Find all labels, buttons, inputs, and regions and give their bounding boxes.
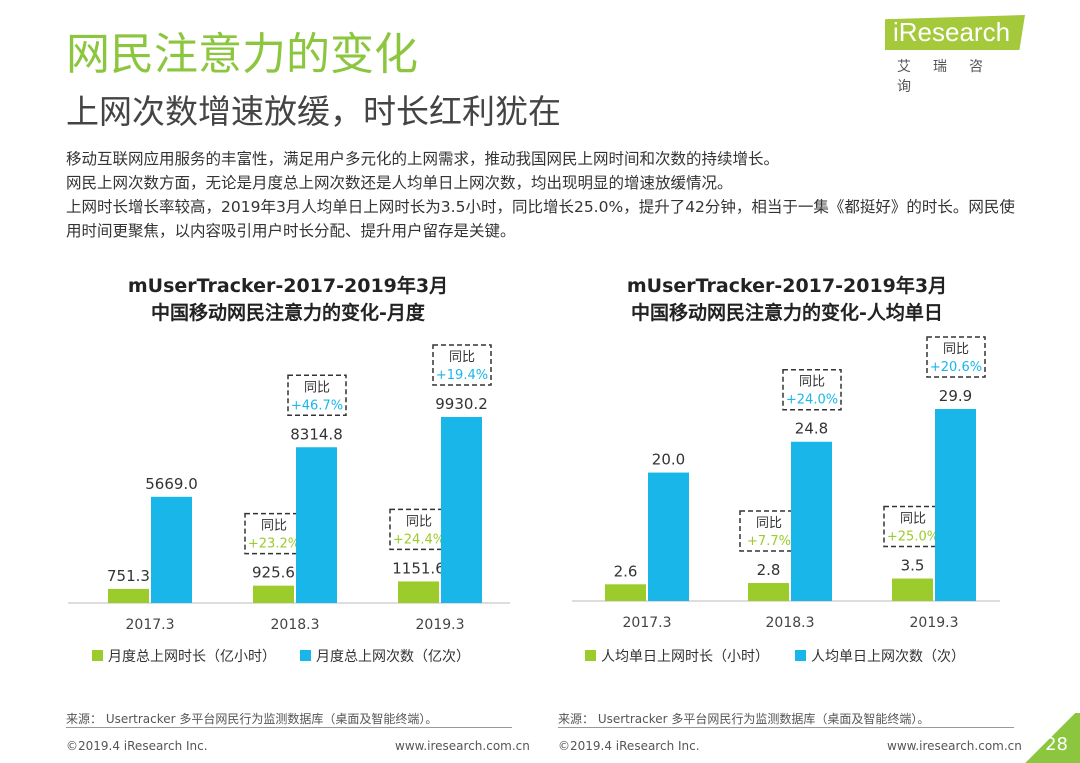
yoy-box bbox=[782, 368, 842, 411]
legend-swatch bbox=[92, 650, 103, 661]
yoy-box bbox=[883, 505, 943, 548]
x-tick-label: 2019.3 bbox=[910, 615, 959, 631]
yoy-label: 同比 bbox=[304, 380, 330, 395]
bar bbox=[296, 447, 337, 603]
data-label: 29.9 bbox=[939, 387, 972, 405]
data-label: 20.0 bbox=[652, 451, 685, 469]
logo-text: iResearch bbox=[885, 15, 1025, 50]
yoy-box bbox=[926, 336, 986, 378]
website-left: www.iresearch.com.cn bbox=[395, 739, 530, 753]
yoy-value: +23.2% bbox=[248, 537, 300, 552]
bar bbox=[441, 417, 482, 603]
yoy-box bbox=[739, 510, 799, 552]
data-label: 751.3 bbox=[107, 567, 150, 585]
yoy-value: +25.0% bbox=[887, 530, 939, 545]
bar bbox=[253, 585, 294, 603]
legend-swatch bbox=[795, 650, 806, 661]
data-label: 5669.0 bbox=[145, 475, 198, 493]
bar bbox=[648, 472, 689, 601]
page-subtitle: 上网次数增速放缓，时长红利犹在 bbox=[66, 92, 561, 131]
copyright-left: ©2019.4 iResearch Inc. bbox=[66, 739, 208, 753]
bar bbox=[151, 496, 192, 603]
website-right: www.iresearch.com.cn bbox=[887, 739, 1022, 753]
data-label: 2.6 bbox=[614, 562, 638, 580]
yoy-box bbox=[287, 374, 347, 417]
paragraph: 上网时长增长率较高，2019年3月人均单日上网时长为3.5小时，同比增长25.0… bbox=[66, 198, 1015, 240]
yoy-label: 同比 bbox=[900, 512, 926, 527]
page-number: 28 bbox=[1045, 734, 1068, 755]
bar bbox=[892, 578, 933, 601]
iresearch-logo: iResearch 艾瑞咨询 bbox=[885, 15, 1025, 96]
page-corner bbox=[1020, 713, 1080, 763]
yoy-value: +24.0% bbox=[786, 393, 838, 408]
x-tick-label: 2017.3 bbox=[126, 617, 175, 633]
bar bbox=[605, 584, 646, 601]
yoy-box bbox=[244, 512, 304, 555]
yoy-value: +19.4% bbox=[436, 368, 488, 383]
data-label: 925.6 bbox=[252, 564, 295, 582]
body-text: 移动互联网应用服务的丰富性，满足用户多元化的上网需求，推动我国网民上网时间和次数… bbox=[66, 147, 1026, 243]
yoy-label: 同比 bbox=[943, 342, 969, 357]
legend-swatch bbox=[585, 650, 596, 661]
yoy-label: 同比 bbox=[756, 516, 782, 531]
legend-label: 人均单日上网次数（次） bbox=[811, 649, 965, 665]
chart-title-line: 中国移动网民注意力的变化-月度 bbox=[151, 302, 425, 324]
yoy-value: +46.7% bbox=[291, 398, 343, 413]
x-tick-label: 2018.3 bbox=[271, 617, 320, 633]
bar bbox=[935, 409, 976, 601]
bar bbox=[398, 581, 439, 603]
logo-cn: 艾瑞咨询 bbox=[897, 59, 1005, 95]
yoy-label: 同比 bbox=[799, 375, 825, 390]
data-label: 24.8 bbox=[795, 420, 828, 438]
legend-label: 人均单日上网时长（小时） bbox=[601, 649, 769, 665]
yoy-label: 同比 bbox=[261, 519, 287, 534]
x-tick-label: 2019.3 bbox=[416, 617, 465, 633]
bar bbox=[108, 588, 149, 603]
source-right: 来源： Usertracker 多平台网民行为监测数据库（桌面及智能终端）。 bbox=[558, 712, 930, 726]
divider bbox=[66, 727, 512, 728]
x-tick-label: 2017.3 bbox=[623, 615, 672, 631]
chart-title-line: 中国移动网民注意力的变化-人均单日 bbox=[631, 302, 943, 324]
legend-label: 月度总上网时长（亿小时） bbox=[108, 649, 276, 665]
chart-title-line: mUserTracker-2017-2019年3月 bbox=[127, 275, 449, 297]
page-title: 网民注意力的变化 bbox=[66, 29, 418, 80]
chart-title-line: mUserTracker-2017-2019年3月 bbox=[626, 275, 948, 297]
chart-title-daily: mUserTracker-2017-2019年3月 中国移动网民注意力的变化-人均… bbox=[572, 273, 1002, 327]
yoy-value: +20.6% bbox=[930, 360, 982, 375]
data-label: 8314.8 bbox=[290, 425, 343, 443]
bar bbox=[791, 441, 832, 601]
legend-label: 月度总上网次数（亿次） bbox=[316, 649, 470, 665]
yoy-label: 同比 bbox=[449, 350, 475, 365]
yoy-value: +7.7% bbox=[747, 534, 791, 549]
yoy-box bbox=[432, 344, 492, 386]
yoy-box bbox=[389, 508, 449, 551]
data-label: 3.5 bbox=[901, 557, 925, 575]
chart-title-monthly: mUserTracker-2017-2019年3月 中国移动网民注意力的变化-月度 bbox=[68, 273, 508, 327]
legend-swatch bbox=[300, 650, 311, 661]
source-left: 来源： Usertracker 多平台网民行为监测数据库（桌面及智能终端）。 bbox=[66, 712, 438, 726]
divider bbox=[558, 727, 1014, 728]
copyright-right: ©2019.4 iResearch Inc. bbox=[558, 739, 700, 753]
data-label: 9930.2 bbox=[435, 395, 488, 413]
paragraph: 移动互联网应用服务的丰富性，满足用户多元化的上网需求，推动我国网民上网时间和次数… bbox=[66, 150, 780, 168]
paragraph: 网民上网次数方面，无论是月度总上网次数还是人均单日上网次数，均出现明显的增速放缓… bbox=[66, 174, 733, 192]
bar bbox=[748, 583, 789, 601]
x-tick-label: 2018.3 bbox=[766, 615, 815, 631]
data-label: 1151.6 bbox=[392, 559, 445, 577]
yoy-label: 同比 bbox=[406, 514, 432, 529]
yoy-value: +24.4% bbox=[393, 532, 445, 547]
data-label: 2.8 bbox=[757, 561, 781, 579]
